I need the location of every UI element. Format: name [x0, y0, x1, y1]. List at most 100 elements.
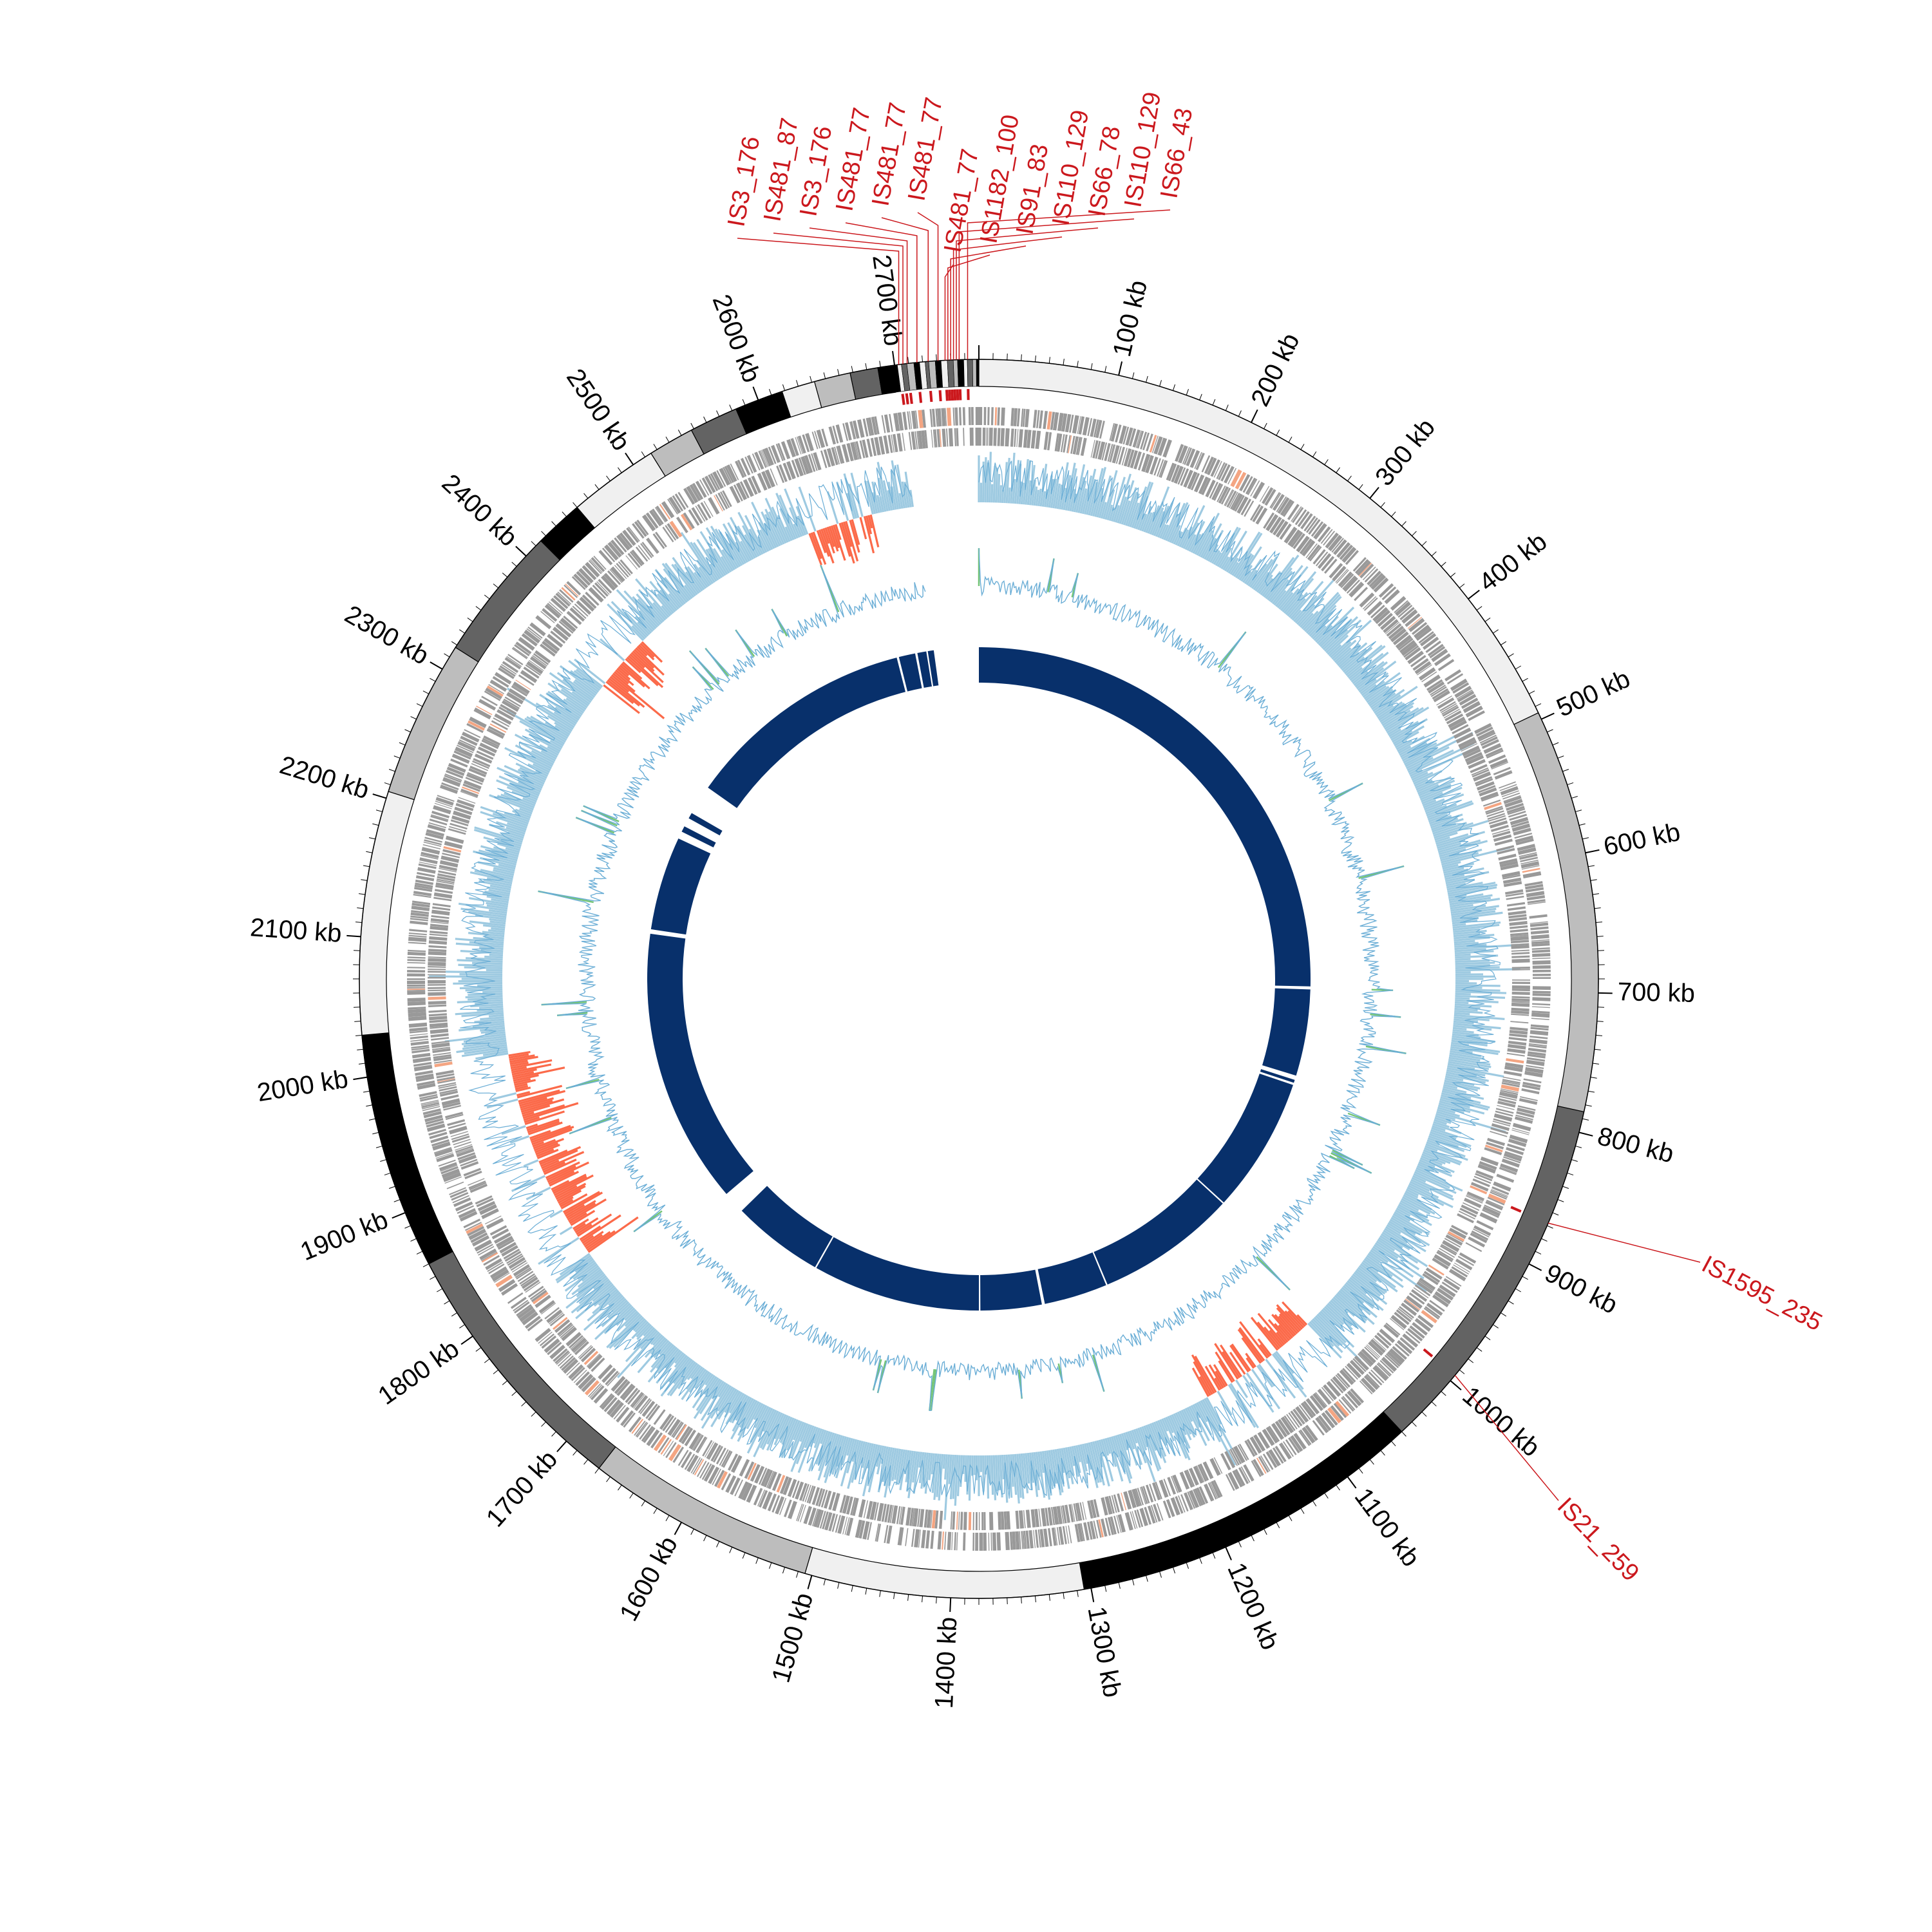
cds-feature: [674, 493, 687, 510]
cds-feature: [1421, 671, 1437, 683]
cds-feature: [911, 410, 917, 430]
cds-feature: [591, 557, 605, 573]
cds-feature: [855, 440, 862, 459]
cds-feature: [777, 442, 786, 461]
cds-feature: [1141, 453, 1151, 473]
minor-tick: [1276, 430, 1280, 436]
minor-tick: [511, 1391, 517, 1396]
minor-tick: [1431, 551, 1437, 556]
cds-feature: [417, 1080, 435, 1086]
cds-feature: [407, 984, 426, 987]
cds-feature: [850, 421, 857, 439]
cds-feature: [1501, 1082, 1520, 1088]
gc-skew-positive: [1453, 1025, 1492, 1031]
gc-skew-positive: [1426, 803, 1457, 817]
homology-block: [708, 658, 906, 808]
cds-feature: [805, 433, 814, 451]
major-tick: [807, 1575, 813, 1589]
tick-label: 500 kb: [1552, 665, 1634, 723]
gc-skew-positive: [616, 1311, 638, 1332]
cds-feature: [423, 841, 442, 847]
gc-skew-negative: [580, 1214, 621, 1242]
gc-skew-positive: [1453, 928, 1481, 933]
cds-feature: [782, 462, 792, 481]
cds-feature: [1077, 437, 1083, 455]
cds-feature: [476, 1198, 494, 1208]
gc-skew-positive: [1327, 1302, 1352, 1327]
gc-skew-positive: [531, 750, 555, 764]
cds-feature: [1499, 1091, 1518, 1099]
cds-feature: [1186, 1469, 1195, 1487]
cds-feature: [1060, 1506, 1065, 1524]
gc-skew-positive: [746, 1406, 772, 1454]
cds-feature: [415, 1076, 435, 1083]
cds-feature: [1262, 1454, 1274, 1470]
gc-skew-negative: [514, 1083, 528, 1088]
gc-skew-positive: [788, 1421, 805, 1459]
gc-skew-positive: [1151, 1422, 1167, 1457]
cds-feature: [411, 1045, 430, 1049]
cds-feature: [1443, 708, 1460, 719]
cds-feature: [440, 1166, 459, 1175]
gc-skew-positive: [601, 1301, 630, 1327]
cds-feature: [626, 527, 639, 544]
gc-skew-positive: [1450, 1050, 1482, 1057]
cds-feature: [521, 1311, 538, 1326]
cds-feature: [457, 799, 475, 808]
cds-feature: [1302, 1426, 1316, 1444]
gc-skew-negative: [1241, 1337, 1262, 1364]
cds-feature: [631, 549, 645, 565]
cds-feature: [1397, 1307, 1413, 1320]
cds-feature: [451, 815, 470, 824]
cds-feature: [1121, 448, 1128, 466]
cds-feature: [1517, 1105, 1536, 1112]
cds-feature: [1528, 1043, 1547, 1047]
cds-feature: [972, 1532, 975, 1551]
cds-feature: [1235, 471, 1247, 489]
gc-skew-positive: [1415, 779, 1433, 789]
cds-feature: [635, 1421, 647, 1437]
cds-feature: [1344, 1393, 1359, 1408]
gc-skew-positive: [1452, 1031, 1479, 1037]
gc-skew-positive: [1400, 1200, 1419, 1211]
gc-skew-positive: [1050, 478, 1057, 508]
cds-feature: [1511, 945, 1530, 949]
cds-feature: [513, 681, 530, 695]
cds-feature: [902, 412, 908, 430]
gc-skew-positive: [1194, 521, 1213, 555]
cds-feature: [1187, 471, 1198, 489]
cds-feature: [1506, 802, 1524, 811]
gc-skew-negative: [554, 1185, 578, 1198]
cds-feature: [761, 1468, 771, 1486]
cds-feature: [1035, 430, 1041, 450]
cds-feature: [1423, 674, 1441, 688]
gc-skew-negative: [1274, 1314, 1295, 1338]
gc-skew-positive: [1131, 1430, 1138, 1444]
gc-skew-positive: [721, 549, 735, 571]
gc-skew-positive: [1119, 480, 1135, 524]
gc-skew-positive: [850, 472, 864, 517]
cds-feature: [1491, 1123, 1510, 1132]
cds-feature: [413, 893, 431, 898]
cds-feature: [1484, 1144, 1503, 1153]
cds-feature: [1409, 1325, 1425, 1339]
cds-feature: [1418, 1280, 1434, 1291]
gc-skew-positive: [654, 569, 685, 606]
minor-tick: [1562, 1186, 1569, 1189]
cds-feature: [1290, 1435, 1303, 1452]
minor-tick: [641, 451, 646, 457]
cds-feature: [544, 638, 560, 652]
gc-skew-positive: [1309, 1321, 1334, 1347]
minor-tick: [1535, 703, 1542, 707]
cds-feature: [1171, 1475, 1179, 1493]
cds-feature: [540, 611, 555, 623]
cds-feature: [1480, 736, 1498, 746]
cds-feature: [462, 786, 480, 795]
gc-skew-negative: [538, 1149, 568, 1164]
cds-feature: [1475, 726, 1493, 737]
cds-feature: [706, 1442, 717, 1459]
cds-feature: [560, 617, 576, 632]
minor-tick: [444, 653, 450, 658]
cds-feature: [1530, 921, 1548, 924]
gc-skew-positive: [1204, 1397, 1233, 1450]
